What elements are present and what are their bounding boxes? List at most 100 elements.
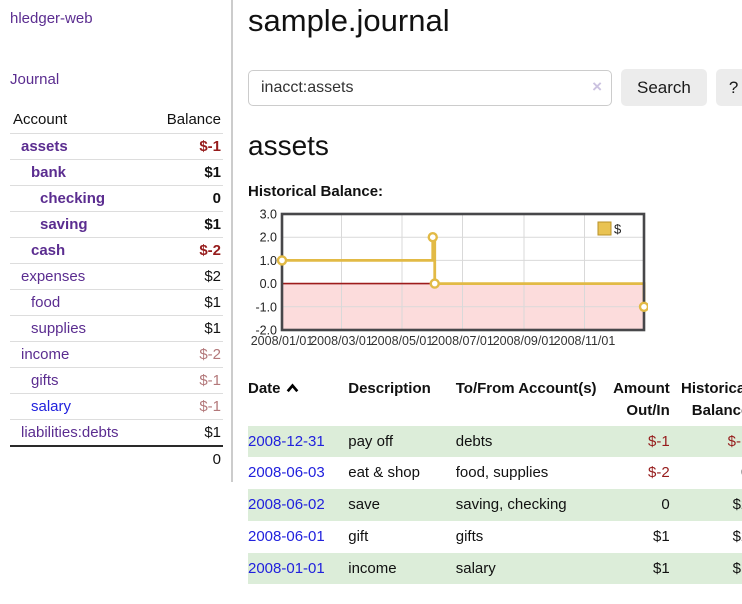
account-name-cell: income: [10, 341, 149, 368]
account-link[interactable]: gifts: [31, 372, 59, 389]
svg-text:3.0: 3.0: [260, 208, 277, 222]
app-title-link[interactable]: hledger-web: [10, 10, 93, 27]
search-button[interactable]: Search: [621, 69, 707, 106]
account-balance: 0: [148, 185, 223, 212]
svg-text:2008/05/01: 2008/05/01: [371, 334, 434, 348]
register-header-accounts: To/From Account(s): [455, 380, 597, 397]
account-row: checking 0: [10, 185, 223, 212]
svg-text:2008/09/01: 2008/09/01: [493, 334, 556, 348]
transaction-balance: $2: [732, 496, 742, 513]
account-name-cell: saving: [10, 211, 149, 238]
account-name-cell: assets: [10, 133, 149, 160]
account-row: supplies $1: [10, 315, 223, 342]
register-table: Date Description To/From Account(s) Amou…: [248, 374, 742, 585]
account-balance: $-1: [148, 133, 223, 160]
account-name-cell: supplies: [10, 315, 149, 342]
transaction-balance: $-1: [727, 432, 742, 450]
transaction-date-link[interactable]: 2008-12-31: [248, 432, 325, 450]
transaction-row[interactable]: 2008-06-01 gift gifts $1 $2: [248, 521, 742, 553]
account-name-cell: cash: [10, 237, 149, 264]
transaction-row[interactable]: 2008-06-02 save saving, checking 0 $2: [248, 489, 742, 521]
search-row: × Search ?: [248, 69, 742, 106]
account-link[interactable]: food: [31, 294, 61, 311]
clear-search-icon[interactable]: ×: [592, 76, 602, 96]
transaction-row[interactable]: 2008-01-01 income salary $1 $1: [248, 552, 742, 585]
transaction-date-cell: 2008-01-01: [248, 553, 348, 585]
svg-text:2008/11/01: 2008/11/01: [554, 334, 616, 348]
account-link[interactable]: bank: [31, 164, 67, 181]
transaction-description: save: [348, 496, 380, 513]
register-header-row: Date Description To/From Account(s) Amou…: [248, 374, 742, 426]
svg-text:0.0: 0.0: [260, 277, 277, 291]
sort-ascending-icon: [286, 380, 299, 397]
transaction-amount: $-2: [648, 464, 670, 482]
account-link[interactable]: cash: [31, 242, 66, 259]
account-row: food $1: [10, 289, 223, 316]
account-row: saving $1: [10, 211, 223, 238]
account-heading: assets: [248, 130, 329, 161]
account-row: income $-2: [10, 341, 223, 368]
transaction-amount: $1: [653, 527, 670, 545]
search-input[interactable]: [248, 69, 612, 106]
svg-text:2008/07/01: 2008/07/01: [431, 334, 494, 348]
transaction-date-cell: 2008-12-31: [248, 426, 348, 458]
transaction-amount: $1: [653, 559, 670, 577]
page-title: sample.journal: [248, 3, 450, 38]
account-link[interactable]: liabilities:debts: [21, 424, 119, 441]
account-balance: $1: [148, 315, 223, 342]
transaction-accounts: food, supplies: [455, 464, 549, 482]
transaction-description: gift: [348, 527, 369, 545]
account-link[interactable]: assets: [21, 138, 68, 155]
transaction-amount: 0: [661, 496, 670, 513]
transaction-description: eat & shop: [348, 464, 420, 482]
account-balance: $-2: [148, 341, 223, 368]
account-name-cell: bank: [10, 159, 149, 186]
svg-text:-1.0: -1.0: [255, 300, 277, 314]
transaction-balance: 0: [672, 457, 742, 489]
svg-text:2.0: 2.0: [260, 231, 277, 245]
accounts-header-account: Account: [10, 107, 149, 134]
sidebar: hledger-web Journal Account Balance asse…: [0, 0, 233, 482]
account-row: assets $-1: [10, 133, 223, 160]
account-row: salary $-1: [10, 393, 223, 420]
register-header-date[interactable]: Date: [248, 374, 348, 426]
main-content: sample.journal × Search ? assets Histori…: [233, 0, 742, 604]
transaction-description: pay off: [348, 432, 394, 450]
spacer: [10, 445, 149, 472]
transaction-date-link[interactable]: 2008-06-02: [248, 496, 325, 513]
account-link[interactable]: salary: [31, 398, 72, 415]
account-name-cell: liabilities:debts: [10, 419, 149, 447]
account-balance: $1: [148, 159, 223, 186]
sidebar-item-journal[interactable]: Journal: [10, 71, 60, 88]
account-link[interactable]: saving: [40, 216, 88, 233]
account-link[interactable]: income: [21, 346, 70, 363]
transaction-description: income: [348, 559, 397, 577]
transaction-date-cell: 2008-06-01: [248, 521, 348, 553]
account-row: expenses $2: [10, 263, 223, 290]
accounts-table: Account Balance assets $-1 bank $1 checking 0…: [10, 107, 223, 472]
transaction-row[interactable]: 2008-12-31 pay off debts $-1 $-1: [248, 425, 742, 458]
account-link[interactable]: expenses: [21, 268, 86, 285]
historical-balance-chart: $3.0 2.0 1.0 0.0 -1.0 -2.0 2008/01/01 2008/03/0…: [248, 208, 742, 362]
svg-text:2008/03/01: 2008/03/01: [310, 334, 373, 348]
account-link[interactable]: checking: [40, 190, 106, 207]
account-row: bank $1: [10, 159, 223, 186]
svg-text:$: $: [614, 222, 622, 237]
transaction-balance: $1: [732, 559, 742, 577]
transaction-row[interactable]: 2008-06-03 eat & shop food, supplies $-20: [248, 457, 742, 489]
accounts-table-header: Account Balance: [10, 107, 223, 134]
svg-text:-2.0: -2.0: [255, 324, 277, 338]
transaction-date-link[interactable]: 2008-01-01: [248, 559, 325, 577]
search-box: ×: [248, 69, 612, 106]
account-name-cell: checking: [10, 185, 149, 212]
register-header-balance: Historical Balance: [680, 380, 742, 419]
account-link[interactable]: supplies: [31, 320, 87, 337]
transaction-date-link[interactable]: 2008-06-01: [248, 527, 325, 545]
account-row: cash $-2: [10, 237, 223, 264]
transaction-amount: $-1: [648, 432, 670, 450]
help-button[interactable]: ?: [715, 69, 742, 106]
transaction-date-link[interactable]: 2008-06-03: [248, 464, 325, 482]
svg-text:1.0: 1.0: [260, 254, 277, 268]
transaction-date-cell: 2008-06-02: [248, 489, 348, 521]
transaction-balance: $2: [732, 527, 742, 545]
